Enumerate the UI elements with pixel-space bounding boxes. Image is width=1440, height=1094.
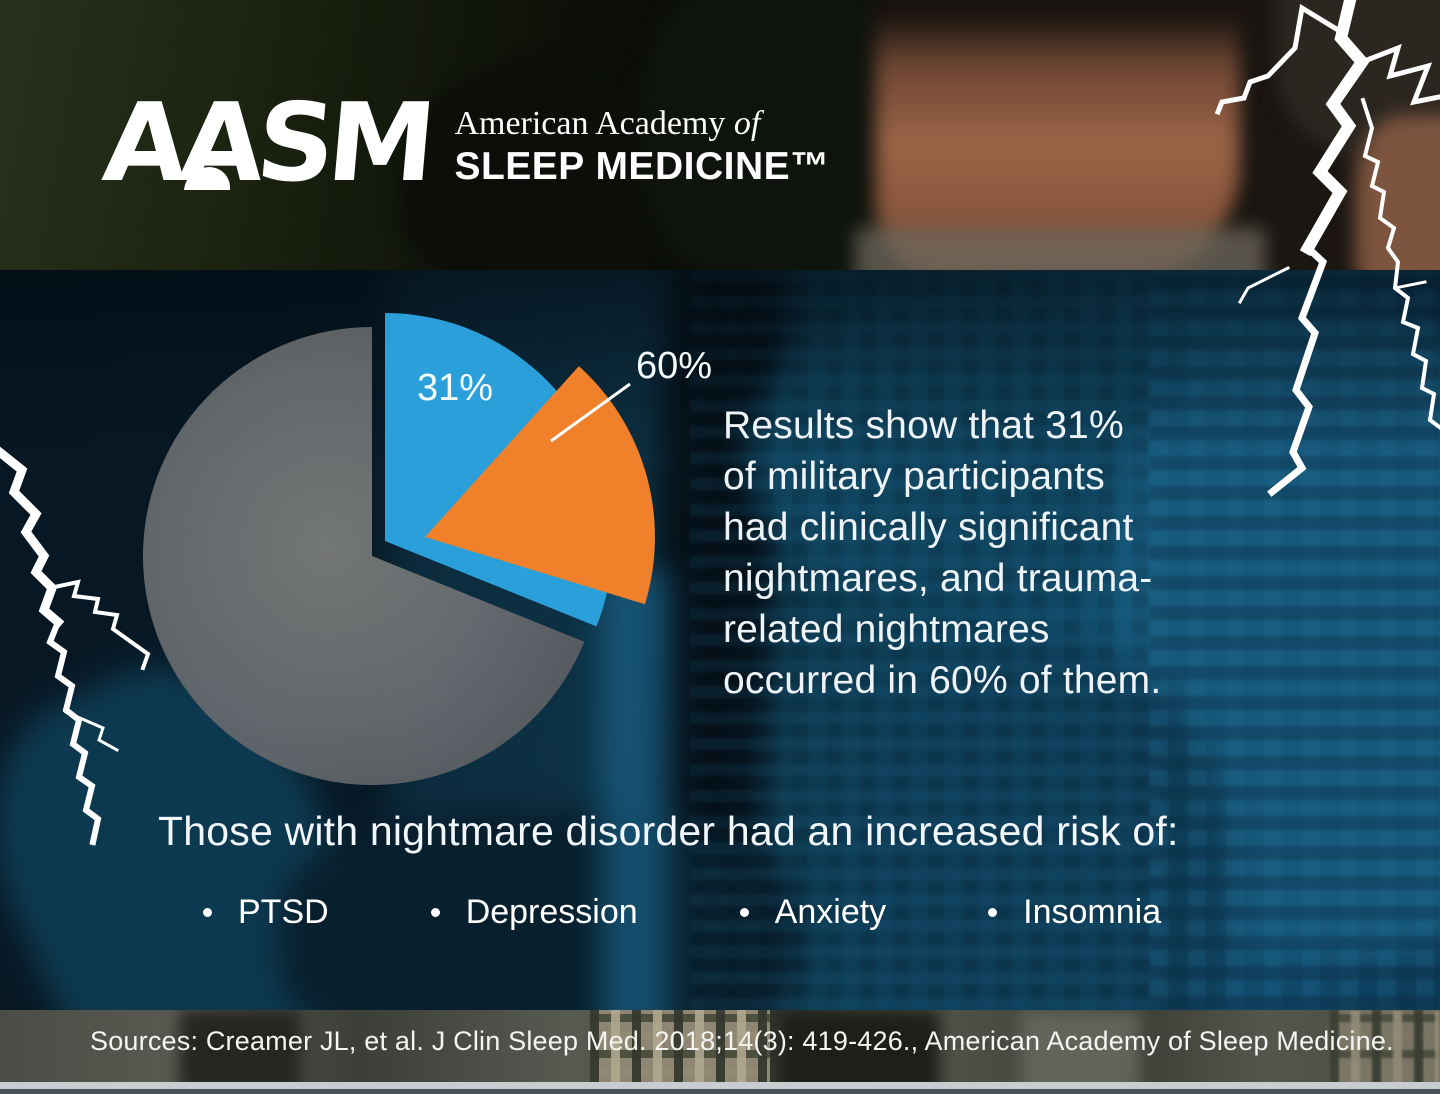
risk-item-ptsd: PTSD bbox=[203, 893, 329, 932]
photo-top-band bbox=[0, 0, 1440, 270]
risk-item-label: Depression bbox=[465, 893, 638, 931]
risk-item-label: Anxiety bbox=[774, 893, 887, 931]
photo-bottom-band bbox=[0, 1010, 1440, 1094]
logo-line1: American Academy of bbox=[454, 104, 829, 144]
risk-item-depression: Depression bbox=[430, 893, 638, 932]
risk-item-label: PTSD bbox=[238, 893, 329, 931]
paragraph-line: of military participants bbox=[723, 455, 1105, 498]
sources-text: Sources: Creamer JL, et al. J Clin Sleep… bbox=[90, 1026, 1394, 1056]
bottom-light-streak bbox=[1020, 1010, 1140, 1094]
digital-camo-patch-right bbox=[1330, 1010, 1440, 1094]
paragraph-line: had clinically significant bbox=[723, 506, 1134, 549]
risk-item-insomnia: Insomnia bbox=[988, 893, 1161, 932]
bullet-dot-icon bbox=[430, 908, 440, 917]
bullet-dot-icon bbox=[203, 908, 212, 917]
paragraph-line: related nightmares bbox=[723, 608, 1050, 651]
logo-text-block: American Academy of SLEEP MEDICINE™ bbox=[454, 98, 829, 190]
bullet-dot-icon bbox=[988, 908, 998, 917]
paragraph-line: Results show that 31% bbox=[723, 404, 1124, 447]
logo-line1-italic: of bbox=[733, 105, 761, 142]
uniform-fold-shape bbox=[840, 640, 1230, 1010]
result-paragraph: Results show that 31% of military partic… bbox=[723, 400, 1161, 706]
soldier-neck-shape bbox=[875, 0, 1240, 270]
sources-bar: Sources: Creamer JL, et al. J Clin Sleep… bbox=[90, 1026, 1394, 1057]
logo-line2: SLEEP MEDICINE™ bbox=[454, 145, 830, 188]
risk-heading: Those with nightmare disorder had an inc… bbox=[158, 808, 1179, 854]
risk-item-anxiety: Anxiety bbox=[739, 893, 887, 932]
aasm-wordmark: AASM bbox=[98, 81, 434, 206]
uniform-collar-shape bbox=[855, 228, 1265, 270]
bottom-edge-light-line bbox=[0, 1082, 1440, 1089]
right-soldier-skin-shape bbox=[1355, 115, 1440, 270]
paragraph-line: occurred in 60% of them. bbox=[723, 659, 1162, 702]
aasm-wordmark-wrap: AASM bbox=[98, 81, 434, 206]
bottom-dark-streak-2 bbox=[780, 1010, 940, 1094]
aasm-logo: AASM American Academy of SLEEP MEDICINE™ bbox=[99, 81, 830, 206]
top-shade-gradient bbox=[0, 270, 1440, 460]
risk-list: PTSD Depression Anxiety Insomnia bbox=[203, 893, 1161, 932]
lit-edge-highlight bbox=[600, 570, 670, 1010]
digital-camo-patch-center bbox=[590, 1010, 770, 1094]
logo-line1-regular: American Academy bbox=[454, 105, 726, 142]
soldier-silhouette-shape bbox=[640, 0, 920, 270]
dark-bottom-area bbox=[280, 810, 800, 1010]
paragraph-line: nightmares, and trauma- bbox=[723, 557, 1153, 600]
risk-item-label: Insomnia bbox=[1023, 893, 1162, 931]
bullet-dot-icon bbox=[739, 908, 749, 917]
bottom-edge-dark-line bbox=[0, 1089, 1440, 1094]
bottom-dark-streak-1 bbox=[180, 1010, 300, 1094]
